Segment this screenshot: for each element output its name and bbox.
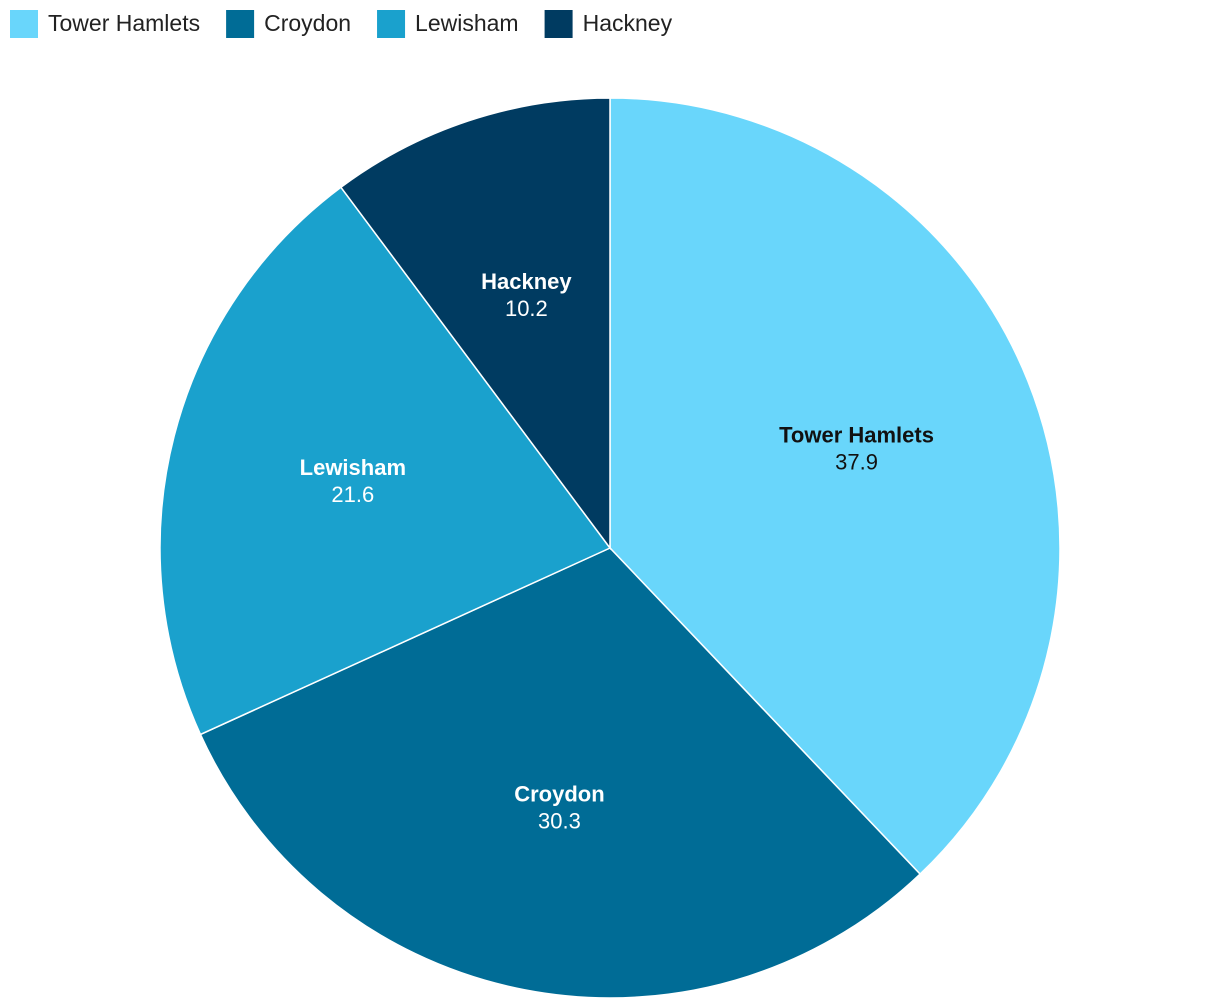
slice-value: 37.9: [835, 449, 878, 474]
legend-swatch: [544, 10, 573, 38]
slice-label: Croydon: [514, 781, 604, 806]
legend-label: Croydon: [264, 10, 351, 36]
pie-slice: [339, 97, 611, 551]
pie-slice: [199, 547, 922, 999]
legend-swatch: [377, 10, 406, 38]
legend-swatch: [226, 10, 255, 38]
slice-value: 30.3: [538, 808, 581, 833]
pie-slice: [609, 97, 1061, 876]
slice-value: 10.2: [505, 296, 548, 321]
legend-swatch: [10, 10, 38, 38]
legend-label: Tower Hamlets: [48, 10, 200, 36]
slice-label: Hackney: [481, 269, 572, 294]
slice-label: Tower Hamlets: [779, 422, 934, 447]
legend-label: Hackney: [583, 10, 673, 36]
slice-label: Lewisham: [300, 455, 406, 480]
legend-label: Lewisham: [415, 10, 519, 36]
pie-slice: [159, 186, 612, 736]
slice-value: 21.6: [331, 482, 374, 507]
